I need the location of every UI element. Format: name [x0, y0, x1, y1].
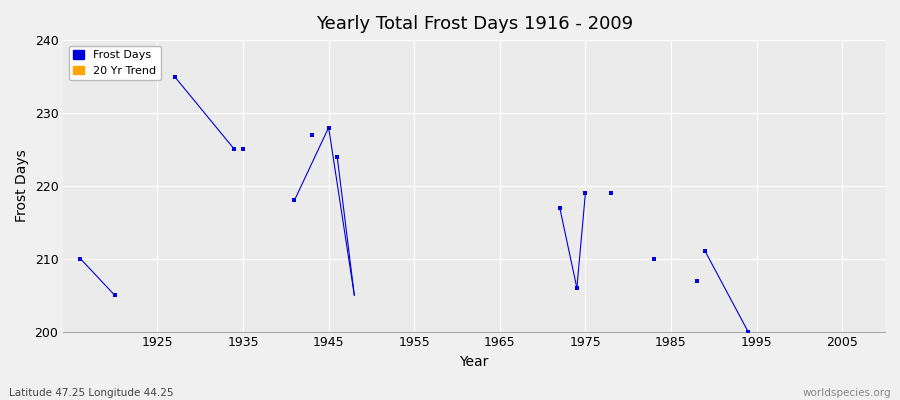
X-axis label: Year: Year	[460, 355, 489, 369]
Point	[287, 197, 302, 204]
Point	[604, 190, 618, 196]
Point	[107, 292, 122, 298]
Title: Yearly Total Frost Days 1916 - 2009: Yearly Total Frost Days 1916 - 2009	[316, 15, 633, 33]
Point	[698, 248, 713, 255]
Point	[167, 73, 182, 80]
Point	[553, 204, 567, 211]
Point	[741, 328, 755, 335]
Point	[73, 256, 87, 262]
Point	[236, 146, 250, 153]
Point	[570, 285, 584, 291]
Point	[578, 190, 592, 196]
Legend: Frost Days, 20 Yr Trend: Frost Days, 20 Yr Trend	[68, 46, 161, 80]
Y-axis label: Frost Days: Frost Days	[15, 150, 29, 222]
Text: worldspecies.org: worldspecies.org	[803, 388, 891, 398]
Point	[228, 146, 242, 153]
Point	[304, 132, 319, 138]
Text: Latitude 47.25 Longitude 44.25: Latitude 47.25 Longitude 44.25	[9, 388, 174, 398]
Point	[321, 124, 336, 131]
Point	[689, 277, 704, 284]
Point	[647, 256, 662, 262]
Point	[330, 154, 345, 160]
